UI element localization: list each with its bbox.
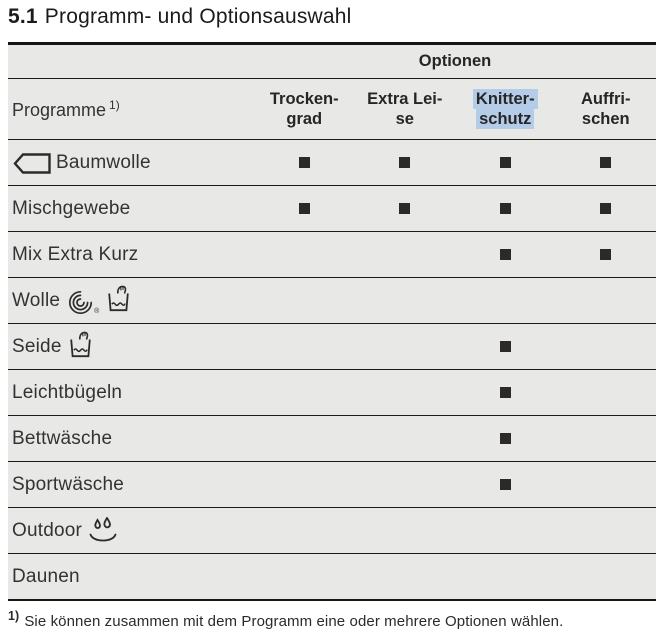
water-repellent-icon [88,517,118,542]
table-row: Baumwolle [8,140,656,186]
option-cell [455,341,556,352]
program-name: Outdoor [8,517,254,543]
table-row: Bettwäsche [8,416,656,462]
option-cell [556,249,656,260]
option-available-mark [399,203,411,214]
program-name-label: Mischgewebe [12,197,131,219]
programs-header-label: Programme [12,99,107,120]
option-available-mark [298,203,310,214]
option-cell [355,157,456,168]
table-row: Seide [8,324,656,370]
column-header-line: schutz [476,109,535,129]
woolmark-icon: ® [68,290,99,315]
option-available-mark [399,157,411,168]
program-name-label: Outdoor [12,519,83,541]
handwash-icon [107,285,130,312]
column-header-extra-leise: Extra Lei-se [355,89,456,129]
programs-header-footnote-ref: 1) [109,97,120,112]
table-row: Wolle ® [8,278,656,324]
option-cell [455,433,556,444]
program-name: Daunen [8,566,254,588]
footnote-text: Sie können zusammen mit dem Programm ein… [24,613,564,630]
section-number: 5.1 [8,5,38,28]
option-available-mark [600,249,612,260]
program-name: Mischgewebe [8,198,254,220]
option-available-mark [499,433,511,444]
column-header-line: grad [286,110,323,128]
table-row: Mix Extra Kurz [8,232,656,278]
program-name: Sportwäsche [8,474,254,496]
program-name-label: Baumwolle [56,151,151,173]
option-available-mark [499,249,511,260]
program-rows: Baumwolle Mischgewebe Mix Extra Kurz Wolle ®… [8,140,656,599]
column-header-line: Auffri- [581,90,631,108]
program-name: Wolle ® [8,285,254,315]
column-header-line: Trocken- [269,90,339,108]
table-row: Leichtbügeln [8,370,656,416]
program-name: Baumwolle [8,151,254,174]
column-header-line: Knitter- [472,89,538,109]
footnote: 1) Sie können zusammen mit dem Programm e… [8,609,656,630]
option-available-mark [499,479,511,490]
option-cell [455,157,556,168]
option-cell [455,249,556,260]
option-available-mark [600,157,612,168]
option-cell [455,203,556,214]
option-cell [355,203,456,214]
option-available-mark [298,157,310,168]
program-name: Bettwäsche [8,428,254,450]
program-name-label: Bettwäsche [12,427,113,449]
table-row: Sportwäsche [8,462,656,508]
program-name-label: Leichtbügeln [12,381,123,403]
table-row: Mischgewebe [8,186,656,232]
column-header-trockengrad: Trocken-grad [254,89,355,129]
handwash-icon [69,331,92,358]
table-row: Outdoor [8,508,656,554]
program-name: Seide [8,331,254,360]
option-available-mark [499,157,511,168]
option-cell [455,387,556,398]
option-cell [455,479,556,490]
section-title: Programm- und Optionsauswahl [44,5,352,28]
options-group-header: Optionen [418,52,492,70]
program-name-label: Daunen [12,565,80,587]
program-name-label: Sportwäsche [12,473,125,495]
table-row: Daunen [8,554,656,599]
column-header-line: se [395,110,414,128]
option-cell [254,203,355,214]
program-name-label: Mix Extra Kurz [12,243,139,265]
option-available-mark [499,387,511,398]
program-name-label: Wolle [12,289,61,311]
option-cell [556,203,656,214]
footnote-marker: 1) [8,609,20,623]
option-available-mark [600,203,612,214]
column-header-line: schen [581,110,630,128]
programs-header: Programme 1) [8,98,254,121]
option-cell [556,157,656,168]
option-available-mark [499,341,511,352]
program-options-table: Optionen Programme 1) Trocken-grad Extra … [8,42,656,601]
column-header-auffrischen: Auffri-schen [556,89,656,129]
option-cell [254,157,355,168]
column-header-knitterschutz: Knitter-schutz [455,89,556,129]
program-name: Mix Extra Kurz [8,244,254,266]
program-name: Leichtbügeln [8,382,254,404]
program-name-label: Seide [12,335,62,357]
options-group-row: Optionen [8,45,656,79]
section-heading: 5.1 Programm- und Optionsauswahl [0,0,656,29]
column-header-line: Extra Lei- [367,90,443,108]
option-available-mark [499,203,511,214]
registered-trademark: ® [94,308,100,315]
column-header-row: Programme 1) Trocken-grad Extra Lei-se Kn… [8,79,656,140]
cotton-program-icon [12,152,52,175]
